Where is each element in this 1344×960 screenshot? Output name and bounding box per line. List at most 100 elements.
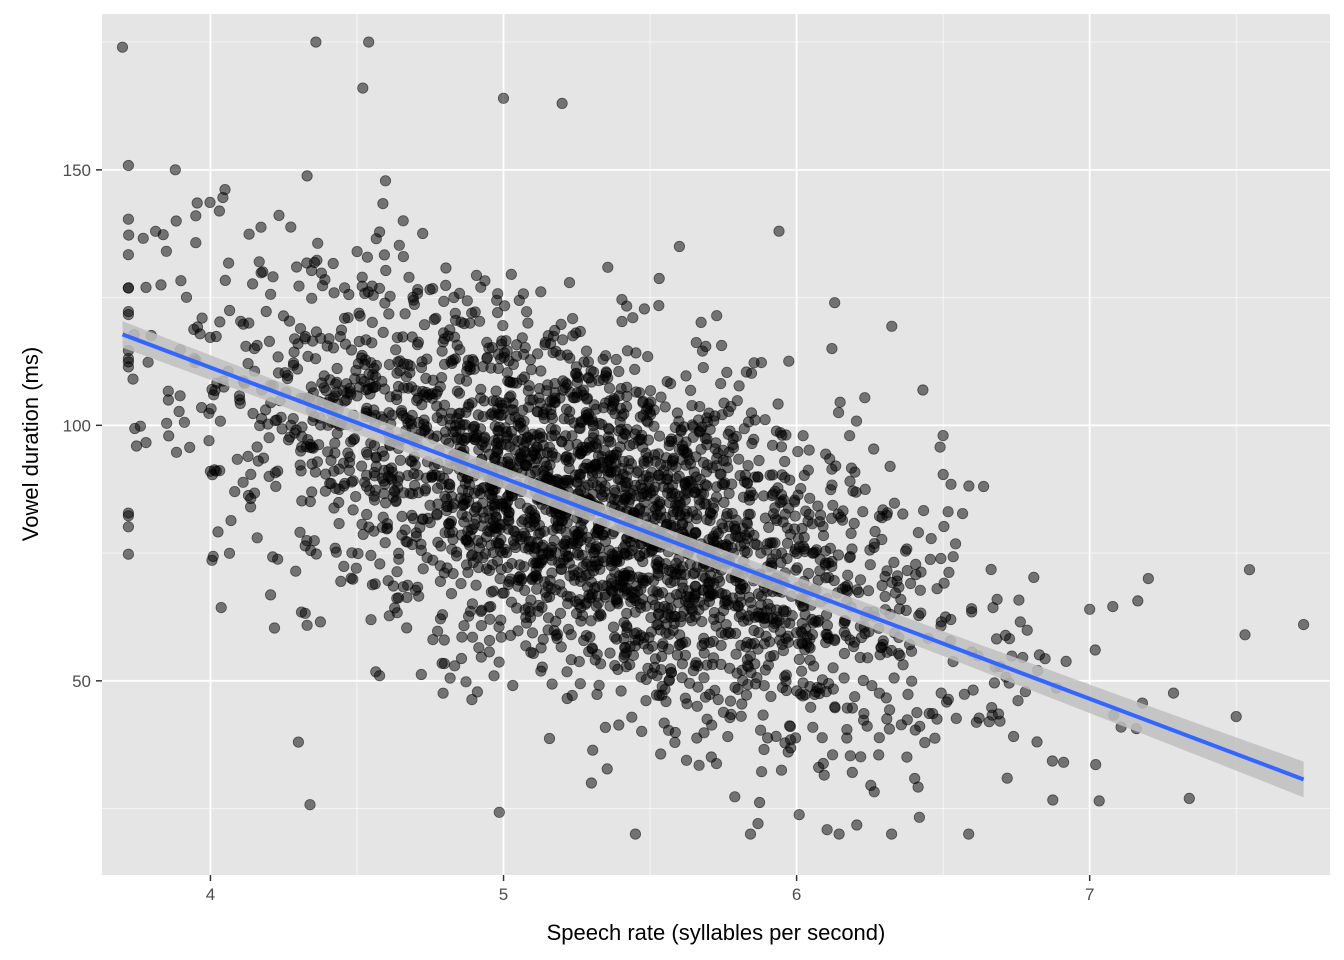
data-point bbox=[585, 777, 598, 789]
data-point bbox=[886, 320, 898, 332]
data-point bbox=[640, 695, 652, 707]
data-point bbox=[832, 508, 844, 520]
data-point bbox=[828, 574, 840, 587]
data-point bbox=[793, 809, 805, 821]
data-point bbox=[475, 619, 487, 632]
data-point bbox=[338, 312, 351, 324]
data-point bbox=[669, 736, 681, 749]
data-point bbox=[223, 547, 236, 559]
data-point bbox=[603, 382, 616, 394]
data-point bbox=[842, 569, 854, 581]
data-point bbox=[854, 574, 867, 586]
data-point bbox=[943, 566, 955, 579]
data-point bbox=[516, 332, 528, 344]
data-point bbox=[421, 353, 433, 365]
data-point bbox=[666, 566, 678, 578]
data-point bbox=[556, 97, 568, 110]
data-point bbox=[370, 359, 382, 372]
data-point bbox=[229, 485, 241, 498]
data-point bbox=[309, 353, 322, 365]
data-point bbox=[696, 639, 708, 652]
data-point bbox=[935, 552, 947, 565]
data-point bbox=[295, 445, 307, 457]
data-point bbox=[472, 409, 484, 421]
data-point bbox=[376, 445, 388, 458]
data-point bbox=[350, 562, 362, 574]
data-point bbox=[829, 297, 841, 309]
data-point bbox=[465, 550, 478, 562]
data-point bbox=[237, 476, 249, 488]
data-point bbox=[914, 584, 926, 596]
data-point bbox=[416, 399, 428, 411]
data-point bbox=[610, 579, 622, 592]
data-point bbox=[190, 237, 202, 249]
data-point bbox=[339, 338, 352, 350]
data-point bbox=[673, 639, 685, 651]
data-point bbox=[292, 736, 304, 748]
data-point bbox=[838, 647, 851, 660]
data-point bbox=[431, 625, 444, 637]
data-point bbox=[703, 407, 715, 419]
data-point bbox=[270, 480, 282, 492]
data-point bbox=[567, 330, 579, 342]
data-point bbox=[830, 460, 842, 472]
data-point bbox=[873, 732, 885, 744]
data-point bbox=[583, 372, 595, 384]
data-point bbox=[885, 828, 898, 840]
data-point bbox=[832, 549, 845, 561]
data-point bbox=[729, 791, 741, 803]
data-point bbox=[1012, 695, 1024, 707]
data-point bbox=[841, 732, 853, 744]
data-point bbox=[637, 397, 649, 409]
data-point bbox=[1058, 756, 1070, 768]
data-point bbox=[173, 405, 185, 418]
data-point bbox=[1014, 616, 1026, 628]
data-point bbox=[190, 210, 202, 222]
data-point bbox=[293, 280, 305, 292]
data-point bbox=[180, 291, 193, 303]
data-point bbox=[833, 828, 845, 840]
data-point bbox=[635, 479, 647, 491]
data-point bbox=[529, 448, 541, 460]
data-point bbox=[949, 538, 962, 550]
data-point bbox=[691, 700, 703, 712]
data-point bbox=[290, 565, 302, 577]
data-point bbox=[449, 307, 461, 319]
data-point bbox=[574, 472, 586, 484]
data-point bbox=[485, 362, 497, 374]
data-point bbox=[351, 246, 363, 258]
data-point bbox=[390, 494, 402, 507]
data-point bbox=[613, 719, 625, 731]
data-point bbox=[798, 469, 810, 481]
data-point bbox=[531, 348, 544, 360]
data-point bbox=[543, 732, 556, 745]
data-point bbox=[626, 711, 638, 723]
data-point bbox=[1013, 594, 1025, 606]
data-point bbox=[874, 649, 886, 661]
data-point bbox=[748, 529, 760, 542]
data-point bbox=[470, 513, 482, 525]
data-point bbox=[264, 589, 277, 601]
data-point bbox=[883, 723, 896, 735]
data-point bbox=[366, 280, 378, 292]
data-point bbox=[525, 594, 537, 606]
data-point bbox=[217, 192, 229, 204]
data-point bbox=[732, 683, 744, 696]
data-point bbox=[426, 387, 438, 400]
data-point bbox=[170, 446, 183, 458]
data-point bbox=[717, 454, 729, 467]
data-point bbox=[563, 276, 576, 289]
data-point bbox=[590, 600, 603, 612]
data-point bbox=[753, 796, 766, 809]
data-point bbox=[657, 481, 670, 493]
data-point bbox=[331, 362, 343, 375]
data-point bbox=[674, 499, 686, 511]
data-point bbox=[805, 701, 817, 713]
data-point bbox=[355, 460, 368, 472]
data-point bbox=[418, 418, 430, 430]
data-point bbox=[290, 261, 303, 273]
data-point bbox=[844, 550, 856, 563]
data-point bbox=[369, 470, 381, 482]
data-point bbox=[561, 666, 573, 678]
data-point bbox=[462, 536, 474, 548]
